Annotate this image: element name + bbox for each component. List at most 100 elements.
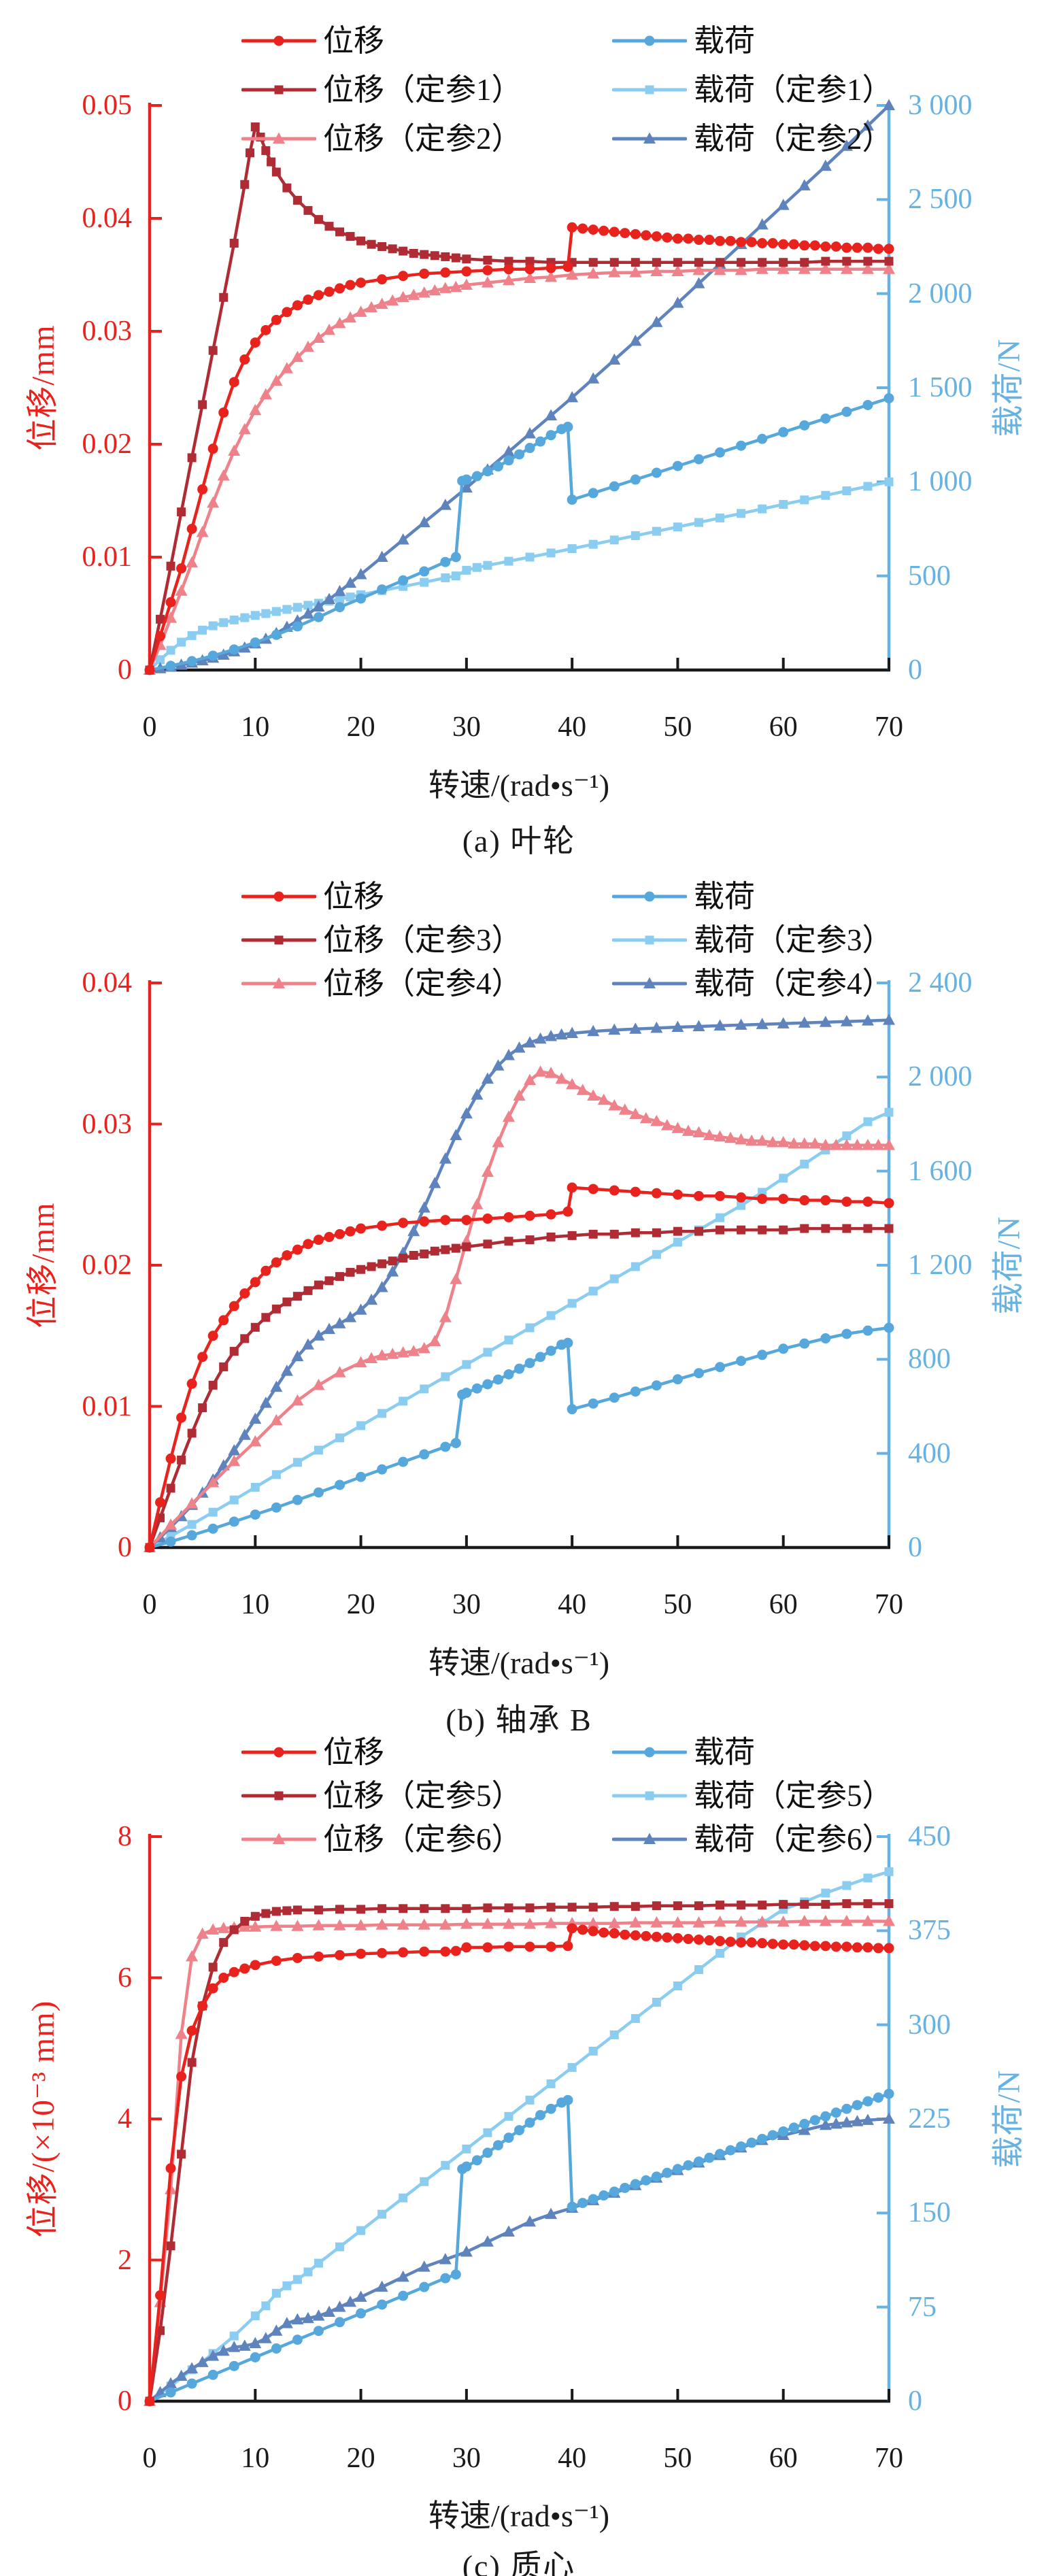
legend-item-位移（定参5）: 位移（定参5）: [241, 1780, 522, 1811]
right-tick-label: 2 000: [908, 278, 973, 310]
marker-circle: [757, 1938, 768, 1949]
marker-circle: [503, 264, 514, 275]
marker-circle: [503, 1211, 514, 1222]
marker-triangle: [375, 2280, 388, 2292]
right-tick-label: 2 500: [908, 184, 973, 216]
marker-circle: [830, 2107, 841, 2118]
legend-marker: [612, 132, 687, 144]
legend-label: 位移（定参1）: [323, 73, 522, 107]
marker-circle: [693, 235, 704, 246]
x-tick-label: 20: [346, 1589, 375, 1620]
marker-square: [863, 482, 873, 491]
marker-square: [229, 1495, 239, 1505]
marker-circle: [239, 354, 250, 365]
marker-triangle: [291, 1920, 304, 1931]
series-line: [148, 1902, 891, 2403]
marker-square: [758, 504, 767, 514]
marker-circle: [715, 1936, 726, 1947]
marker-square: [292, 1292, 302, 1301]
marker-circle: [715, 447, 726, 458]
marker-square: [314, 1905, 323, 1915]
marker-triangle: [840, 1139, 853, 1150]
marker-triangle: [312, 331, 325, 343]
marker-square: [166, 561, 175, 571]
marker-square: [567, 2062, 577, 2072]
legend-label: 载荷（定参3）: [694, 923, 893, 957]
marker-circle: [440, 1215, 451, 1226]
series-载荷: [144, 2088, 894, 2407]
marker-circle: [335, 602, 346, 613]
marker-circle: [577, 2198, 588, 2209]
marker-circle: [324, 286, 335, 297]
marker-circle: [440, 1946, 451, 1957]
marker-triangle: [439, 499, 452, 510]
marker-circle: [313, 1487, 324, 1498]
right-tick-label: 225: [908, 2103, 951, 2135]
marker-triangle: [629, 266, 642, 278]
marker-circle: [799, 420, 810, 431]
marker-circle: [651, 1380, 662, 1391]
marker-triangle: [238, 422, 251, 435]
marker-square: [504, 256, 513, 266]
marker-square: [267, 157, 276, 167]
legend-item-载荷（定参5）: 载荷（定参5）: [612, 1780, 893, 1811]
marker-square: [399, 246, 408, 256]
marker-circle: [630, 2179, 641, 2190]
marker-square: [462, 1242, 471, 1252]
marker-circle: [820, 1333, 831, 1344]
marker-triangle: [207, 496, 220, 508]
legend-label: 载荷（定参1）: [694, 73, 893, 107]
marker-circle: [273, 35, 284, 46]
marker-circle: [725, 235, 736, 246]
marker-square: [219, 1938, 229, 1947]
marker-triangle: [312, 1378, 325, 1390]
marker-square: [567, 1903, 577, 1912]
marker-triangle: [238, 1428, 251, 1440]
marker-circle: [736, 2141, 747, 2152]
marker-square: [863, 1873, 873, 1883]
marker-triangle: [735, 1133, 747, 1145]
right-axis-title: 载荷/N: [991, 2069, 1027, 2169]
x-tick-label: 0: [142, 712, 157, 743]
marker-circle: [207, 650, 218, 661]
marker-circle: [651, 1931, 662, 1942]
marker-square: [420, 2177, 429, 2186]
marker-triangle: [165, 2377, 178, 2389]
marker-triangle: [418, 286, 431, 298]
legend-marker: [612, 1747, 687, 1758]
marker-circle: [440, 1441, 451, 1452]
marker-circle: [197, 2001, 208, 2011]
axes: [148, 1834, 891, 2403]
marker-circle: [778, 426, 789, 437]
marker-circle: [335, 1950, 346, 1960]
x-tick-label: 10: [241, 2443, 270, 2474]
marker-circle: [398, 575, 409, 586]
marker-circle: [292, 1494, 303, 1505]
marker-circle: [218, 407, 229, 418]
marker-circle: [176, 1412, 187, 1423]
marker-circle: [524, 443, 535, 454]
marker-triangle: [883, 1014, 895, 1025]
marker-triangle: [397, 290, 409, 303]
marker-square: [430, 1246, 439, 1256]
marker-circle: [799, 1940, 810, 1951]
marker-circle: [377, 1464, 388, 1475]
marker-circle: [377, 1220, 388, 1231]
marker-triangle: [629, 1022, 642, 1034]
x-tick-label: 40: [558, 712, 587, 743]
marker-circle: [313, 290, 324, 301]
marker-square: [863, 1224, 873, 1233]
marker-square: [399, 1904, 408, 1913]
marker-square: [462, 565, 471, 575]
marker-triangle: [344, 1311, 357, 1322]
marker-circle: [271, 1502, 282, 1513]
marker-circle: [883, 1322, 894, 1333]
marker-square: [271, 167, 281, 177]
left-tick-label: 0: [118, 2386, 132, 2417]
marker-triangle: [713, 263, 726, 275]
marker-triangle: [861, 1139, 874, 1150]
marker-square: [630, 258, 640, 267]
marker-triangle: [407, 1345, 420, 1356]
marker-circle: [197, 1352, 208, 1362]
marker-triangle: [650, 1916, 663, 1928]
